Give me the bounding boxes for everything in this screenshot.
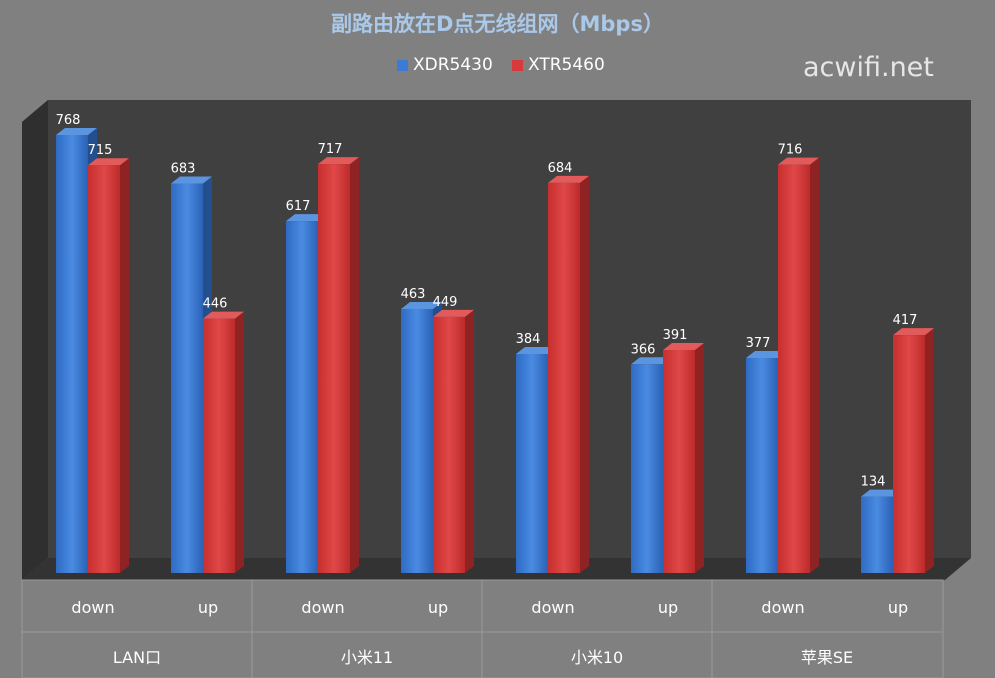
x-tick-label-1: up — [198, 598, 218, 617]
legend-item-xdr5430: XDR5430 — [397, 55, 493, 75]
data-label-xdr5430-7: 134 — [861, 475, 886, 490]
plot-floor — [22, 558, 971, 580]
bar-xtr5460-5 — [663, 343, 704, 573]
bar-xtr5460-1 — [203, 311, 244, 573]
bar-xtr5460-6 — [778, 157, 819, 573]
chart-title: 副路由放在D点无线组网（Mbps） — [331, 12, 664, 36]
plot-side-wall — [22, 100, 48, 580]
bar-xtr5460-7 — [893, 328, 934, 573]
bar-xtr5460-0 — [88, 158, 129, 573]
data-label-xtr5460-5: 391 — [663, 328, 688, 343]
data-label-xdr5430-0: 768 — [56, 113, 81, 128]
watermark: acwifi.net — [803, 52, 934, 83]
data-label-xtr5460-6: 716 — [778, 143, 803, 158]
legend-swatch-xdr5430 — [397, 59, 408, 71]
data-label-xtr5460-2: 717 — [318, 142, 343, 157]
bar-xdr5430-7 — [861, 489, 902, 573]
data-label-xdr5430-4: 384 — [516, 332, 541, 347]
x-tick-label-2: down — [301, 598, 344, 617]
legend-label-xdr5430: XDR5430 — [413, 55, 493, 75]
bar-xtr5460-4 — [548, 175, 589, 573]
data-label-xdr5430-3: 463 — [401, 287, 426, 302]
group-label-3: 苹果SE — [801, 648, 853, 667]
data-label-xtr5460-7: 417 — [893, 313, 918, 328]
bar-xtr5460-2 — [318, 157, 359, 573]
group-label-2: 小米10 — [571, 648, 623, 667]
plot-back-wall — [22, 100, 971, 580]
data-label-xdr5430-1: 683 — [171, 161, 196, 176]
data-label-xdr5430-5: 366 — [631, 342, 656, 357]
data-label-xtr5460-0: 715 — [88, 143, 113, 158]
legend-item-xtr5460: XTR5460 — [512, 55, 605, 75]
group-label-1: 小米11 — [341, 648, 393, 667]
x-tick-label-0: down — [71, 598, 114, 617]
x-tick-label-6: down — [761, 598, 804, 617]
data-label-xtr5460-1: 446 — [203, 297, 228, 312]
data-label-xtr5460-3: 449 — [433, 295, 458, 310]
legend-swatch-xtr5460 — [512, 59, 523, 71]
data-label-xdr5430-6: 377 — [746, 336, 771, 351]
data-label-xdr5430-2: 617 — [286, 199, 311, 214]
data-label-xtr5460-4: 684 — [548, 161, 573, 176]
x-tick-label-4: down — [531, 598, 574, 617]
group-label-0: LAN口 — [113, 648, 161, 667]
x-tick-label-5: up — [658, 598, 678, 617]
legend-label-xtr5460: XTR5460 — [528, 55, 605, 75]
bar-xtr5460-3 — [433, 309, 474, 573]
x-tick-label-7: up — [888, 598, 908, 617]
x-tick-label-3: up — [428, 598, 448, 617]
